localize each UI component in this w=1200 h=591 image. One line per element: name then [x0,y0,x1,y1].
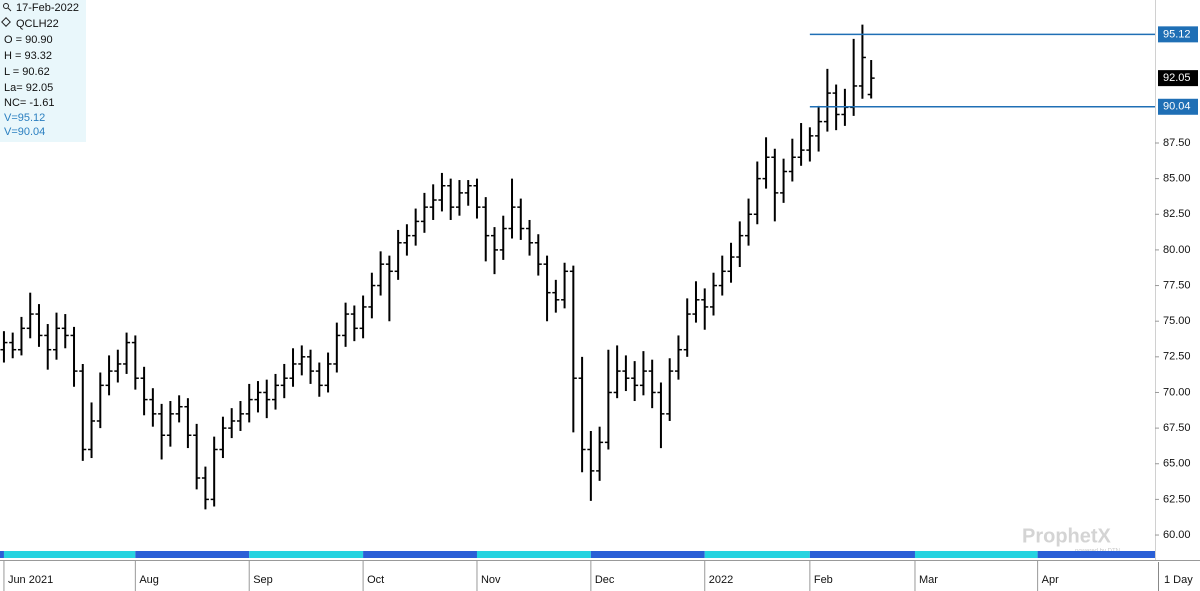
x-tick-label: Dec [595,574,615,586]
x-tick-label: Jun 2021 [8,574,53,586]
y-tick-label: 62.50 [1163,493,1191,505]
period-strip [1037,551,1155,558]
period-strip [0,551,4,558]
period-strip [704,551,810,558]
info-level: V=90.04 [4,126,45,138]
period-strip [363,551,477,558]
info-last: La= 92.05 [4,82,53,94]
last-price-box [1158,70,1198,87]
x-tick-label: Feb [814,574,833,586]
y-tick-label: 82.50 [1163,208,1191,220]
period-strip [476,551,591,558]
info-change: NC= -1.61 [4,97,54,109]
info-high: H = 93.32 [4,50,52,62]
plot-area [0,24,875,510]
y-tick-label: 65.00 [1163,458,1191,470]
period-strip [249,551,364,558]
period-strip [914,551,1038,558]
info-date: 17-Feb-2022 [16,2,79,14]
y-tick-label: 85.00 [1163,173,1191,185]
x-tick-label: Nov [481,574,501,586]
x-tick-label: Oct [367,574,384,586]
period-strip [809,551,915,558]
x-tick-label: Mar [919,574,938,586]
x-tick-label: Sep [253,574,273,586]
level-label: 90.04 [1163,101,1191,113]
info-level: V=95.12 [4,112,45,124]
level-label: 95.12 [1163,28,1191,40]
y-tick-label: 87.50 [1163,137,1191,149]
period-strip [3,551,136,558]
y-tick-label: 72.50 [1163,351,1191,363]
y-tick-label: 60.00 [1163,529,1191,541]
x-tick-label: 2022 [709,574,733,586]
y-tick-label: 77.50 [1163,279,1191,291]
diamond-icon [1,17,11,27]
y-tick-label: 75.00 [1163,315,1191,327]
x-tick-label: Aug [139,574,159,586]
x-tick-label: Apr [1042,574,1059,586]
info-low: L = 90.62 [4,66,50,78]
interval-label: 1 Day [1164,574,1193,586]
y-tick-label: 67.50 [1163,422,1191,434]
level-label-box [1158,26,1198,43]
level-label-box [1158,98,1198,115]
last-price-label: 92.05 [1163,72,1191,84]
info-background [0,0,86,142]
period-strip [590,551,705,558]
info-symbol: QCLH22 [16,18,59,30]
info-panel: 17-Feb-2022 QCLH22 O = 90.90 H = 93.32 L… [0,0,86,142]
period-strip [135,551,250,558]
search-icon [7,7,12,12]
watermark-brand: ProphetX [1022,525,1112,547]
y-tick-label: 70.00 [1163,386,1191,398]
search-icon [3,3,9,9]
y-tick-label: 80.00 [1163,244,1191,256]
info-open: O = 90.90 [4,34,53,46]
